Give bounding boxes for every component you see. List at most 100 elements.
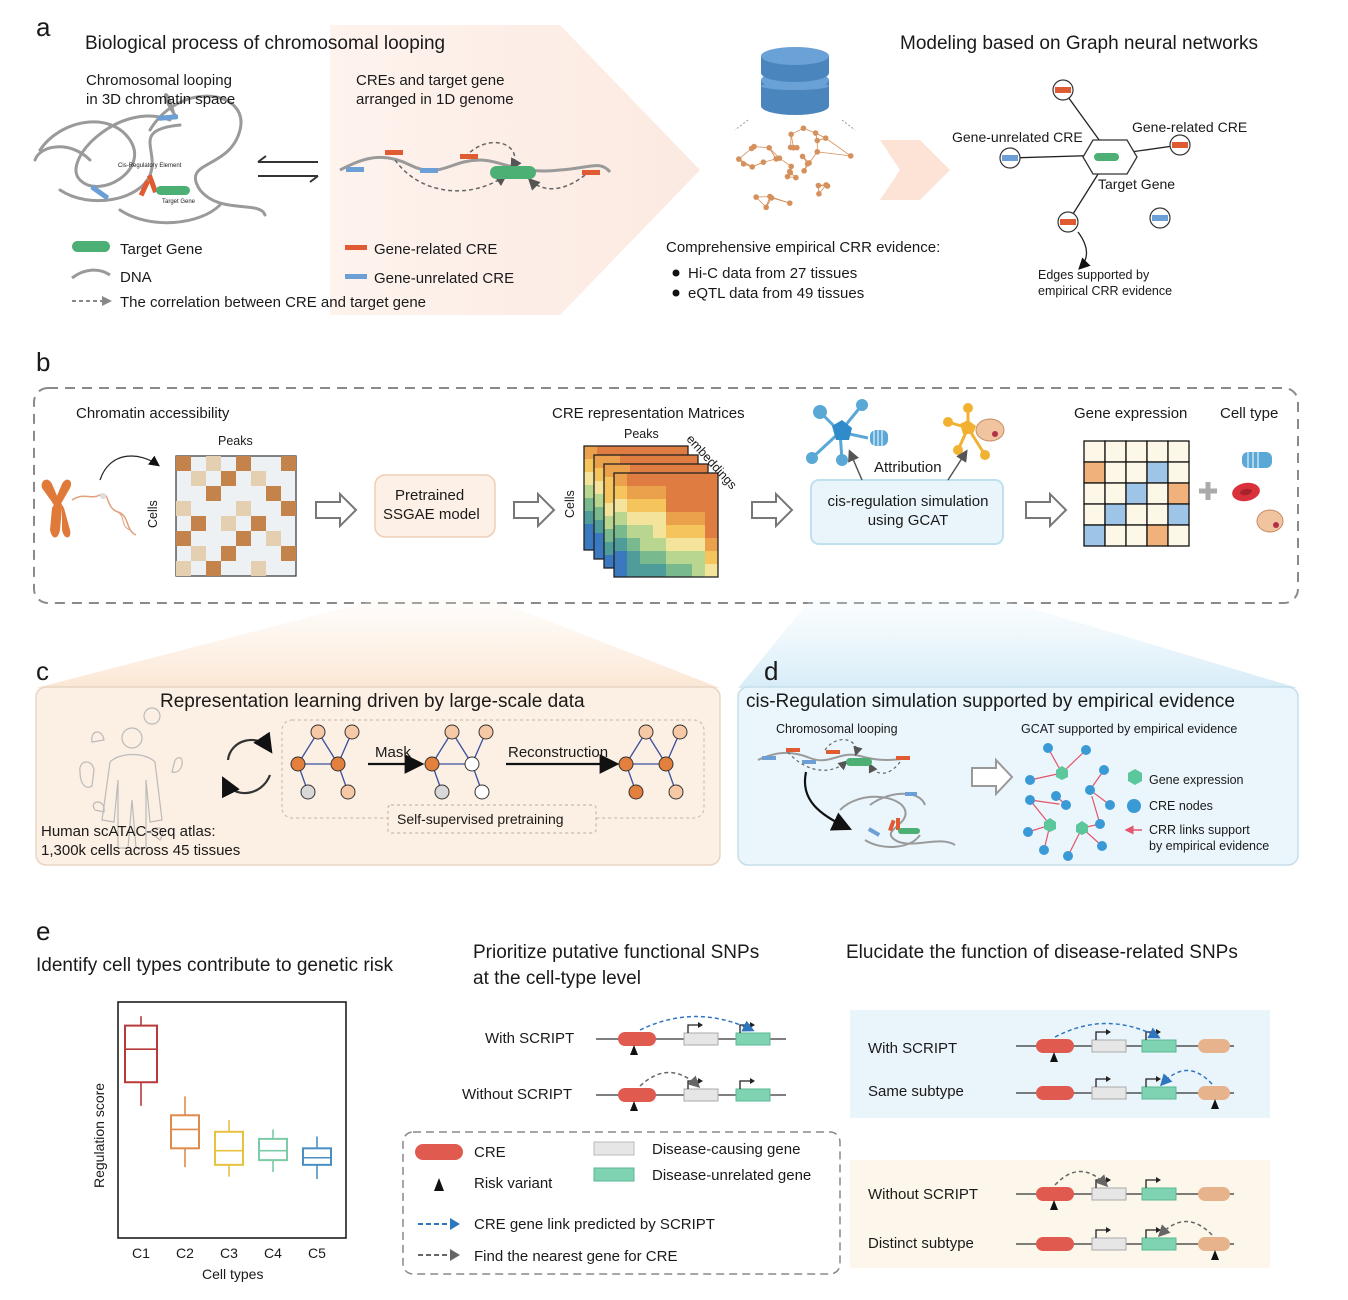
expression-cell — [1146, 482, 1169, 505]
graph-node — [300, 784, 316, 800]
looping-d-label: Chromosomal looping — [776, 722, 898, 736]
cre-element — [1036, 1086, 1074, 1100]
panel-a-graphics — [33, 25, 1191, 315]
legend-crr-1: CRR links support — [1149, 823, 1250, 837]
cre-node — [1025, 775, 1035, 785]
e-legend-box — [402, 1131, 841, 1275]
atlas-line-2: 1,300k cells across 45 tissues — [41, 842, 241, 859]
network-node — [815, 182, 822, 189]
panel-letter-e: e — [36, 916, 51, 946]
network-node — [799, 153, 806, 160]
gene-tracks — [596, 1015, 1234, 1260]
embedding-cell — [692, 525, 705, 538]
looping-caption-2: in 3D chromatin space — [86, 91, 236, 108]
network-node — [793, 174, 799, 181]
peak-cell — [191, 546, 206, 561]
tss-arrow-head — [750, 1022, 755, 1028]
human-body-icon — [79, 707, 183, 849]
panel-cd-graphics — [35, 600, 1299, 866]
legend-risk-variant-label: Risk variant — [474, 1175, 553, 1192]
legend-predicted-label: CRE gene link predicted by SCRIPT — [474, 1216, 715, 1233]
chromatin-accessibility: Chromatin accessibility — [76, 405, 230, 422]
embedding-cell — [705, 499, 718, 512]
disease-unrelated-gene — [1141, 1187, 1177, 1201]
embedding-cell — [666, 525, 679, 538]
cre-caption-2: arranged in 1D genome — [356, 91, 514, 108]
panel-a-right-title: Modeling based on Graph neural networks — [900, 33, 1259, 54]
cre-node — [1105, 800, 1115, 810]
gnn-target-gene: Target Gene — [1098, 176, 1176, 192]
expression-cell — [1083, 524, 1106, 547]
graph-node — [474, 784, 490, 800]
embedding-cell — [627, 551, 640, 564]
flow-arrow-small — [880, 140, 950, 200]
embedding-cell — [692, 512, 705, 525]
cre-representation-title: CRE representation Matrices — [552, 405, 745, 422]
expression-cell — [1125, 503, 1148, 526]
embedding-cell — [705, 512, 718, 525]
expression-cell — [1125, 482, 1148, 505]
embedding-cell — [679, 564, 692, 577]
expression-cell — [1104, 524, 1127, 547]
box-c4 — [258, 1137, 288, 1162]
graph-node — [618, 756, 634, 772]
gcat-line-2: using GCAT — [867, 512, 949, 529]
network-node — [847, 153, 854, 159]
embedding-cell — [705, 538, 718, 551]
panel-letter-a: a — [36, 12, 51, 42]
cell-type-icons — [1232, 452, 1284, 533]
embedding-cell — [666, 486, 679, 499]
expression-cell — [1083, 461, 1106, 484]
embedding-cell — [666, 512, 679, 525]
network-node — [773, 156, 779, 162]
embedding-cell — [666, 473, 679, 486]
expression-cell — [1167, 482, 1190, 505]
gnn-edges-2: empirical CRR evidence — [1038, 284, 1173, 298]
distinct-subtype-label: Distinct subtype — [868, 1235, 974, 1252]
cells2-label: Cells — [563, 490, 577, 518]
gcat-line-1: cis-regulation simulation — [827, 493, 989, 510]
target-gene-small-label: Target Gene — [162, 199, 196, 205]
expression-cell — [1125, 461, 1148, 484]
gnn-edges-1: Edges supported by — [1038, 268, 1150, 282]
tss-arrow-head — [1106, 1227, 1111, 1233]
evidence-title: Comprehensive empirical CRR evidence: — [666, 239, 941, 256]
embedding-layer — [613, 472, 719, 578]
graph-node — [672, 724, 688, 740]
category-label: C1 — [132, 1245, 150, 1261]
looping-1d-d — [757, 752, 911, 762]
gene-node — [1056, 766, 1068, 780]
cre-caption-1: CREs and target gene — [356, 72, 505, 89]
disease-unrelated-icon — [593, 1167, 635, 1182]
cre-node — [1025, 795, 1035, 805]
embedding-cell — [653, 486, 666, 499]
network-node — [760, 159, 767, 166]
peak-cell — [266, 531, 281, 546]
peak-cell — [236, 456, 251, 471]
x-axis-label: Cell types — [202, 1266, 264, 1282]
embedding-cell — [653, 499, 666, 512]
embedding-cell — [627, 564, 640, 577]
legend-gene-expression-label: Gene expression — [1149, 773, 1244, 787]
network-node — [823, 182, 829, 188]
pretraining-graphs — [290, 724, 688, 800]
embedding-cell — [666, 538, 679, 551]
disease-unrelated-gene — [735, 1088, 771, 1102]
cre-node — [1051, 791, 1061, 801]
atlas-line-1: Human scATAC-seq atlas: — [41, 823, 216, 840]
cis-reg-element-label: Cis-Regulatory Element — [118, 163, 182, 169]
disease-causing-gene — [1091, 1187, 1127, 1201]
embedding-cell — [653, 538, 666, 551]
embedding-cell — [614, 473, 627, 486]
cre-node — [1023, 827, 1033, 837]
genome-1d — [339, 155, 612, 174]
gcat-network — [1023, 743, 1115, 861]
network-node — [812, 130, 819, 136]
gcat-evidence-label: GCAT supported by empirical evidence — [1021, 722, 1238, 736]
legend-correlation: The correlation between CRE and target g… — [120, 294, 427, 311]
without-script-right-label: Without SCRIPT — [868, 1186, 979, 1203]
legend-disease-causing-label: Disease-causing gene — [652, 1141, 801, 1158]
reconstruction-label: Reconstruction — [508, 744, 609, 761]
cre-node — [1039, 845, 1049, 855]
network-node — [784, 173, 791, 180]
